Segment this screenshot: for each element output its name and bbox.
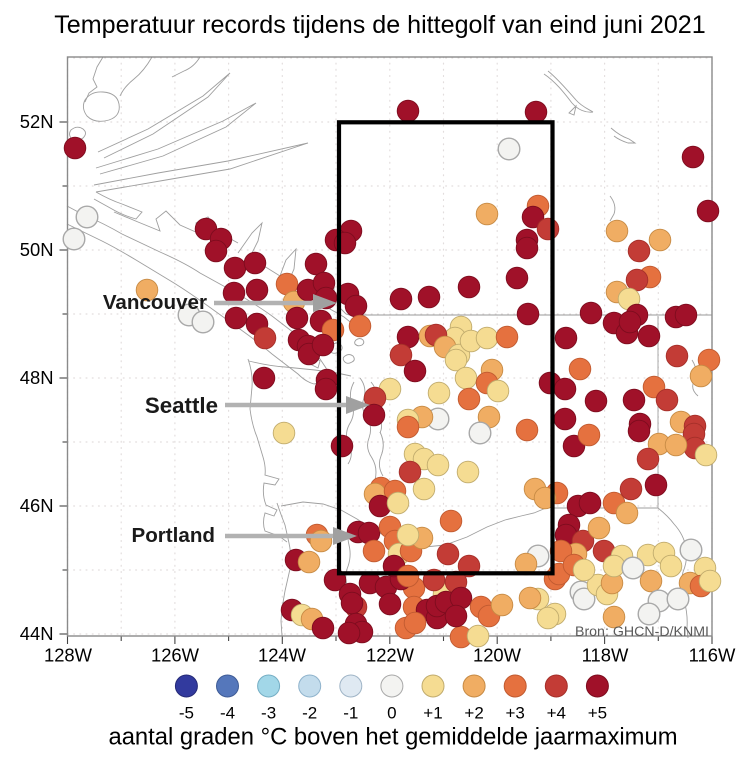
svg-text:124W: 124W <box>258 645 307 666</box>
svg-text:+2: +2 <box>464 704 483 723</box>
svg-text:44N: 44N <box>20 623 54 644</box>
svg-text:-4: -4 <box>220 704 235 723</box>
svg-text:+3: +3 <box>506 704 525 723</box>
svg-text:50N: 50N <box>20 239 54 260</box>
svg-text:Temperatuur records tijdens de: Temperatuur records tijdens de hittegolf… <box>54 11 705 39</box>
svg-text:48N: 48N <box>20 367 54 388</box>
svg-text:Vancouver: Vancouver <box>103 291 207 314</box>
svg-text:Portland: Portland <box>131 524 215 547</box>
svg-text:116W: 116W <box>689 645 736 666</box>
svg-text:118W: 118W <box>582 645 629 666</box>
svg-text:120W: 120W <box>473 645 522 666</box>
svg-text:aantal graden °C boven het gem: aantal graden °C boven het gemiddelde ja… <box>108 724 677 751</box>
svg-text:-5: -5 <box>179 704 194 723</box>
svg-text:122W: 122W <box>366 645 415 666</box>
svg-text:Seattle: Seattle <box>145 393 218 418</box>
svg-text:+5: +5 <box>588 704 607 723</box>
svg-text:Bron: GHCN-D/KNMI: Bron: GHCN-D/KNMI <box>575 624 709 640</box>
svg-text:52N: 52N <box>20 111 54 132</box>
svg-text:+1: +1 <box>423 704 442 723</box>
svg-text:0: 0 <box>387 704 396 723</box>
svg-text:126W: 126W <box>151 645 200 666</box>
svg-text:46N: 46N <box>20 495 54 516</box>
svg-text:-1: -1 <box>343 704 358 723</box>
svg-text:-3: -3 <box>261 704 276 723</box>
svg-text:-2: -2 <box>302 704 317 723</box>
svg-text:128W: 128W <box>44 645 93 666</box>
svg-text:+4: +4 <box>547 704 566 723</box>
